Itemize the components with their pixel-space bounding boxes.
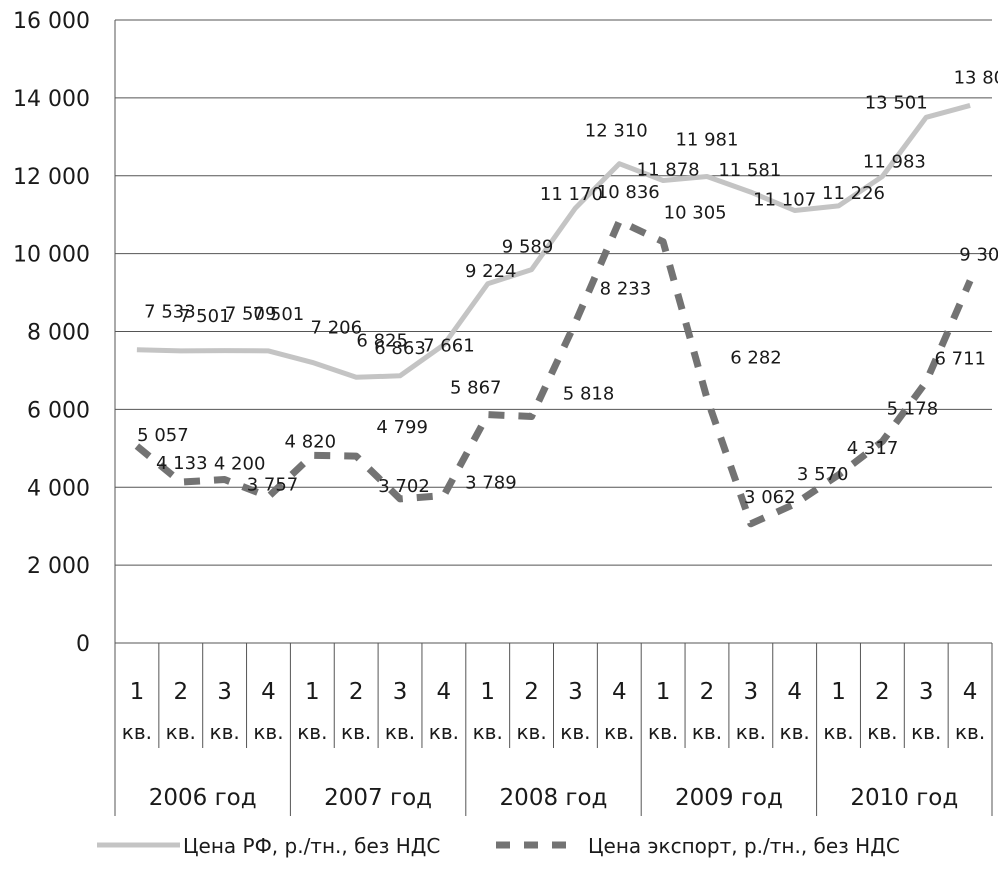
quarter-number-label: 2 — [700, 679, 715, 705]
quarter-kv-label: кв. — [385, 720, 415, 744]
quarter-number-label: 3 — [217, 679, 232, 705]
data-label: 5 057 — [137, 425, 189, 446]
quarter-kv-label: кв. — [473, 720, 503, 744]
quarter-number-label: 4 — [963, 679, 978, 705]
quarter-kv-label: кв. — [692, 720, 722, 744]
data-label: 10 836 — [597, 182, 660, 203]
quarter-number-label: 2 — [875, 679, 890, 705]
y-tick-label: 16 000 — [13, 9, 90, 34]
quarter-kv-label: кв. — [122, 720, 152, 744]
y-tick-label: 2 000 — [27, 554, 90, 579]
data-label: 6 711 — [934, 349, 986, 370]
quarter-number-label: 4 — [612, 679, 627, 705]
year-label: 2009 год — [675, 785, 783, 811]
quarter-number-label: 1 — [656, 679, 671, 705]
y-tick-label: 12 000 — [13, 165, 90, 190]
data-label: 4 799 — [376, 417, 428, 438]
quarter-number-label: 3 — [568, 679, 583, 705]
year-label: 2006 год — [149, 785, 257, 811]
year-label: 2010 год — [850, 785, 958, 811]
data-label: 4 133 — [156, 453, 208, 474]
y-tick-label: 14 000 — [13, 87, 90, 112]
data-label: 11 226 — [822, 183, 885, 204]
data-label: 11 878 — [637, 160, 700, 181]
quarter-number-label: 3 — [919, 679, 934, 705]
quarter-number-label: 1 — [480, 679, 495, 705]
legend-label-export-price: Цена экспорт, р./тн., без НДС — [588, 834, 900, 858]
data-label: 4 820 — [285, 431, 337, 452]
quarter-kv-label: кв. — [780, 720, 810, 744]
quarter-number-label: 2 — [349, 679, 364, 705]
quarter-kv-label: кв. — [955, 720, 985, 744]
data-label: 5 818 — [563, 383, 615, 404]
data-label: 6 863 — [374, 338, 426, 359]
quarter-kv-label: кв. — [516, 720, 546, 744]
quarter-kv-label: кв. — [823, 720, 853, 744]
data-label: 3 570 — [797, 464, 849, 485]
year-label: 2007 год — [324, 785, 432, 811]
quarter-kv-label: кв. — [736, 720, 766, 744]
quarter-kv-label: кв. — [560, 720, 590, 744]
data-label: 11 981 — [675, 129, 738, 150]
data-label: 8 233 — [600, 278, 652, 299]
y-tick-label: 0 — [76, 632, 90, 657]
data-label: 9 304 — [959, 245, 998, 266]
quarter-number-label: 3 — [744, 679, 759, 705]
data-label: 7 501 — [179, 306, 231, 327]
quarter-kv-label: кв. — [867, 720, 897, 744]
quarter-kv-label: кв. — [648, 720, 678, 744]
quarter-kv-label: кв. — [429, 720, 459, 744]
data-label: 7 661 — [423, 336, 475, 357]
quarter-kv-label: кв. — [341, 720, 371, 744]
data-label: 10 305 — [664, 203, 727, 224]
quarter-number-label: 4 — [261, 679, 276, 705]
grid-layer — [115, 20, 992, 643]
data-label: 9 224 — [465, 261, 517, 282]
data-label: 4 200 — [214, 453, 266, 474]
quarter-number-label: 4 — [437, 679, 452, 705]
data-label: 5 867 — [450, 378, 502, 399]
data-label: 11 581 — [718, 160, 781, 181]
quarter-kv-label: кв. — [166, 720, 196, 744]
data-label: 5 178 — [887, 398, 939, 419]
data-label: 4 317 — [847, 438, 899, 459]
year-label: 2008 год — [500, 785, 608, 811]
data-label: 3 702 — [378, 476, 430, 497]
data-label: 9 589 — [502, 237, 554, 258]
legend: Цена РФ, р./тн., без НДС Цена экспорт, р.… — [97, 834, 900, 858]
quarter-kv-label: кв. — [297, 720, 327, 744]
legend-label-russia-price: Цена РФ, р./тн., без НДС — [183, 834, 440, 858]
data-label: 3 757 — [247, 475, 299, 496]
quarter-number-label: 2 — [524, 679, 539, 705]
quarter-number-label: 1 — [831, 679, 846, 705]
data-label: 11 983 — [863, 151, 926, 172]
data-label: 7 206 — [311, 317, 363, 338]
data-label: 3 789 — [465, 472, 517, 493]
data-label: 12 310 — [585, 121, 648, 142]
series-line-russia-price — [137, 105, 970, 377]
quarter-number-label: 4 — [787, 679, 802, 705]
quarter-number-label: 2 — [173, 679, 188, 705]
quarter-kv-label: кв. — [911, 720, 941, 744]
quarter-number-label: 3 — [393, 679, 408, 705]
quarter-number-label: 1 — [305, 679, 320, 705]
data-label: 13 501 — [865, 92, 928, 113]
y-tick-label: 8 000 — [27, 321, 90, 346]
y-tick-label: 10 000 — [13, 243, 90, 268]
data-label: 7 501 — [253, 304, 305, 325]
data-label: 6 282 — [730, 347, 782, 368]
quarter-kv-label: кв. — [210, 720, 240, 744]
y-tick-label: 6 000 — [27, 398, 90, 423]
data-label: 11 170 — [540, 184, 603, 205]
data-label: 11 107 — [753, 190, 816, 211]
quarter-kv-label: кв. — [253, 720, 283, 744]
data-label: 3 062 — [744, 487, 796, 508]
quarter-number-label: 1 — [130, 679, 145, 705]
quarter-kv-label: кв. — [604, 720, 634, 744]
y-tick-label: 4 000 — [27, 476, 90, 501]
data-label: 13 808 — [954, 67, 998, 88]
